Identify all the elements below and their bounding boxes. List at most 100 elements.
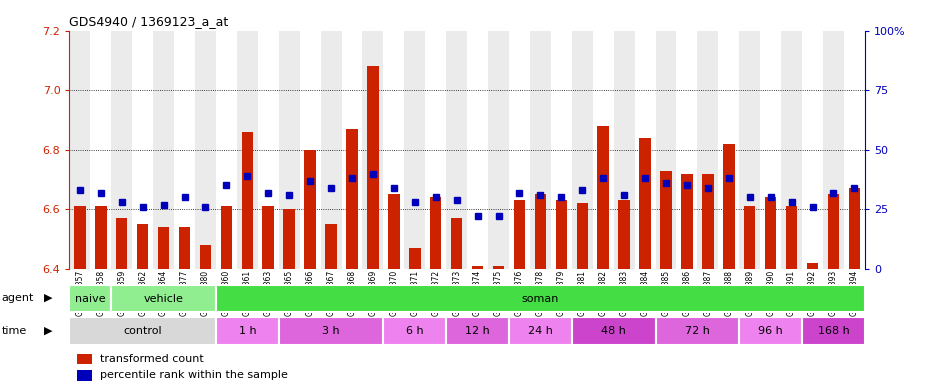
Bar [619,200,630,269]
Bar [807,263,819,269]
Bar [237,31,258,269]
Bar [78,370,92,381]
Text: 12 h: 12 h [465,326,490,336]
Bar [258,31,278,269]
Text: agent: agent [2,293,34,303]
Text: vehicle: vehicle [143,293,183,304]
Bar [216,285,865,313]
Bar [719,31,739,269]
Bar [367,66,378,269]
Bar [598,126,609,269]
Bar [786,206,797,269]
Bar [404,31,426,269]
Bar [760,31,781,269]
Bar [278,31,300,269]
Bar [576,204,588,269]
Text: 3 h: 3 h [322,326,339,336]
Bar [509,317,572,345]
Bar [551,31,572,269]
Text: 6 h: 6 h [406,326,424,336]
Bar [388,194,400,269]
Bar [530,31,551,269]
Bar [723,144,734,269]
Bar [383,31,404,269]
Bar [409,248,421,269]
Text: percentile rank within the sample: percentile rank within the sample [100,370,288,381]
Bar [430,197,441,269]
Bar [676,31,697,269]
Text: ▶: ▶ [44,293,53,303]
Bar [174,31,195,269]
Text: control: control [123,326,162,336]
Text: soman: soman [522,293,559,304]
Bar [278,317,383,345]
Bar [635,31,656,269]
Text: time: time [2,326,27,336]
Bar [572,317,656,345]
Bar [446,31,467,269]
Bar [69,285,111,313]
Bar [828,194,839,269]
Bar [572,31,593,269]
Bar [613,31,635,269]
Bar [848,189,860,269]
Bar [656,317,739,345]
Text: 168 h: 168 h [818,326,849,336]
Text: GDS4940 / 1369123_a_at: GDS4940 / 1369123_a_at [69,15,228,28]
Bar [363,31,383,269]
Bar [446,317,509,345]
Text: naive: naive [75,293,105,304]
Bar [341,31,363,269]
Bar [300,31,321,269]
Bar [78,354,92,364]
Bar [509,31,530,269]
Text: 24 h: 24 h [528,326,553,336]
Bar [241,132,253,269]
Bar [660,170,672,269]
Bar [137,224,148,269]
Bar [823,31,844,269]
Bar [132,31,154,269]
Bar [326,224,337,269]
Text: 48 h: 48 h [601,326,626,336]
Bar [74,206,86,269]
Bar [739,31,760,269]
Bar [593,31,613,269]
Bar [346,129,358,269]
Bar [200,245,211,269]
Bar [513,200,525,269]
Bar [116,218,128,269]
Bar [744,206,756,269]
Text: 96 h: 96 h [758,326,783,336]
Bar [802,31,823,269]
Bar [321,31,341,269]
Bar [472,266,484,269]
Bar [383,317,446,345]
Bar [739,317,802,345]
Bar [195,31,216,269]
Bar [216,31,237,269]
Bar [304,150,315,269]
Bar [556,200,567,269]
Bar [426,31,446,269]
Bar [450,218,462,269]
Bar [535,194,546,269]
Bar [179,227,191,269]
Bar [656,31,676,269]
Text: 72 h: 72 h [685,326,709,336]
Bar [154,31,174,269]
Bar [493,266,504,269]
Bar [95,206,106,269]
Text: ▶: ▶ [44,326,53,336]
Text: transformed count: transformed count [100,354,204,364]
Bar [111,285,216,313]
Bar [639,138,651,269]
Bar [69,31,91,269]
Bar [263,206,274,269]
Bar [488,31,509,269]
Bar [69,317,216,345]
Bar [467,31,488,269]
Text: 1 h: 1 h [239,326,256,336]
Bar [216,317,278,345]
Bar [221,206,232,269]
